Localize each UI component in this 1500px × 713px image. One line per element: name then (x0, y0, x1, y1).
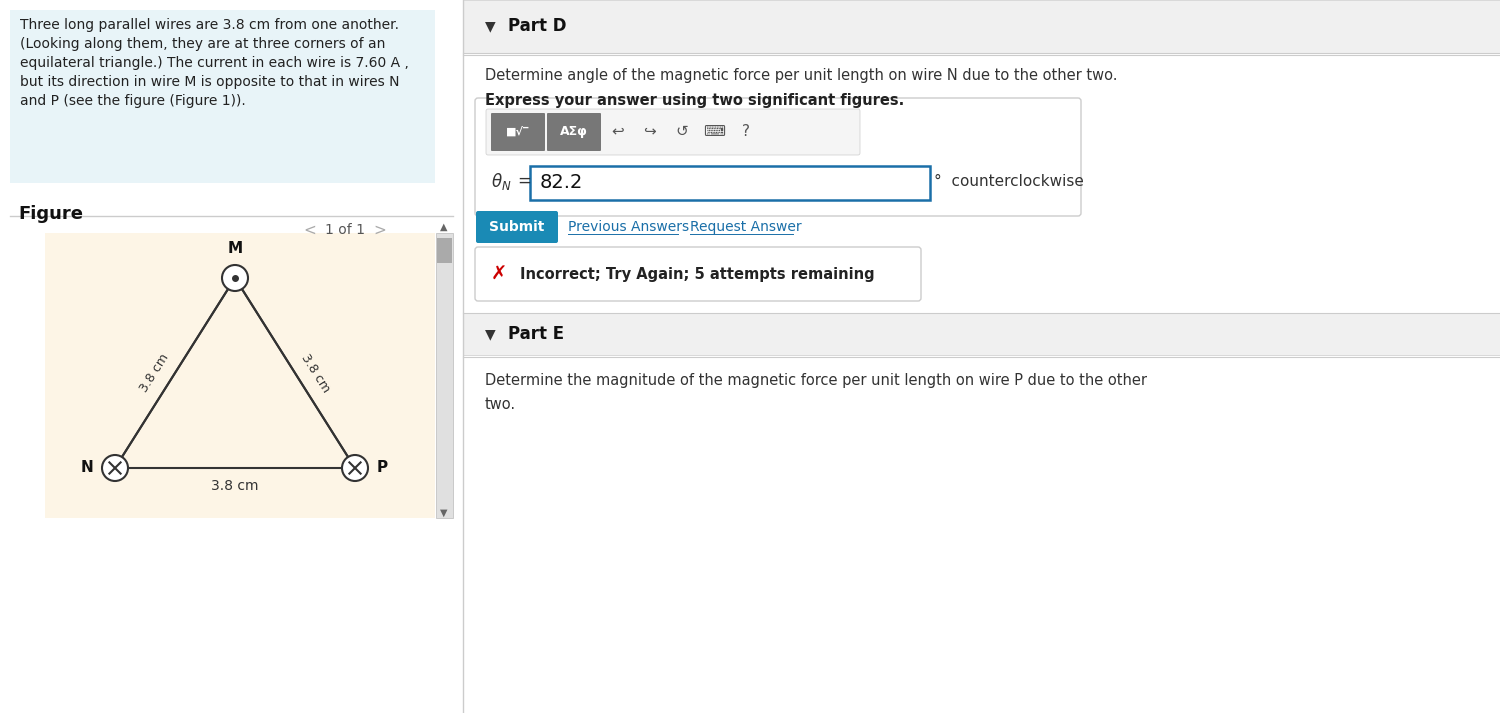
Text: ▼: ▼ (441, 508, 447, 518)
Text: ↩: ↩ (612, 123, 624, 138)
Text: ■√‾: ■√‾ (506, 125, 530, 136)
Text: >: > (374, 223, 387, 238)
Text: ?: ? (742, 123, 750, 138)
Text: <: < (303, 223, 316, 238)
Text: $\theta_N$: $\theta_N$ (490, 170, 512, 192)
Text: but its direction in wire M is opposite to that in wires N: but its direction in wire M is opposite … (20, 75, 399, 89)
Text: N: N (81, 461, 93, 476)
Text: Request Answer: Request Answer (690, 220, 801, 234)
FancyBboxPatch shape (436, 233, 453, 518)
Text: Determine angle of the magnetic force per unit length on wire N due to the other: Determine angle of the magnetic force pe… (484, 68, 1118, 83)
Text: ↪: ↪ (644, 123, 657, 138)
Text: 3.8 cm: 3.8 cm (138, 352, 172, 395)
Text: =: = (518, 172, 531, 190)
FancyBboxPatch shape (464, 0, 1500, 53)
Circle shape (102, 455, 128, 481)
Text: °  counterclockwise: ° counterclockwise (934, 175, 1084, 190)
Text: ✗: ✗ (490, 265, 507, 284)
FancyBboxPatch shape (548, 113, 602, 151)
Text: ↺: ↺ (675, 123, 688, 138)
FancyBboxPatch shape (464, 313, 1500, 355)
Text: ▼: ▼ (484, 327, 495, 341)
Text: ▼: ▼ (484, 19, 495, 33)
Circle shape (342, 455, 368, 481)
Text: and P (see the figure (Figure 1)).: and P (see the figure (Figure 1)). (20, 94, 246, 108)
Text: Determine the magnitude of the magnetic force per unit length on wire P due to t: Determine the magnitude of the magnetic … (484, 373, 1148, 388)
Text: Submit: Submit (489, 220, 544, 234)
FancyBboxPatch shape (45, 233, 435, 518)
Text: two.: two. (484, 397, 516, 412)
Text: 82.2: 82.2 (540, 173, 584, 192)
FancyBboxPatch shape (530, 166, 930, 200)
FancyBboxPatch shape (10, 10, 435, 183)
Circle shape (222, 265, 248, 291)
Text: 3.8 cm: 3.8 cm (298, 352, 332, 395)
FancyBboxPatch shape (486, 109, 860, 155)
Text: equilateral triangle.) The current in each wire is 7.60 A ,: equilateral triangle.) The current in ea… (20, 56, 410, 70)
Text: Previous Answers: Previous Answers (568, 220, 688, 234)
FancyBboxPatch shape (436, 238, 451, 263)
FancyBboxPatch shape (476, 247, 921, 301)
Text: Express your answer using two significant figures.: Express your answer using two significan… (484, 93, 904, 108)
FancyBboxPatch shape (476, 98, 1082, 216)
FancyBboxPatch shape (490, 113, 544, 151)
Text: ⌨: ⌨ (704, 123, 724, 138)
Text: Three long parallel wires are 3.8 cm from one another.: Three long parallel wires are 3.8 cm fro… (20, 18, 399, 32)
Text: M: M (228, 241, 243, 256)
Text: Incorrect; Try Again; 5 attempts remaining: Incorrect; Try Again; 5 attempts remaini… (520, 267, 874, 282)
Text: Part D: Part D (509, 17, 567, 35)
Text: ▲: ▲ (441, 222, 447, 232)
Text: 3.8 cm: 3.8 cm (211, 479, 258, 493)
Text: (Looking along them, they are at three corners of an: (Looking along them, they are at three c… (20, 37, 386, 51)
Text: Figure: Figure (18, 205, 82, 223)
Text: Part E: Part E (509, 325, 564, 343)
Text: AΣφ: AΣφ (560, 125, 588, 138)
Text: 1 of 1: 1 of 1 (326, 223, 364, 237)
Text: P: P (376, 461, 388, 476)
FancyBboxPatch shape (476, 211, 558, 243)
